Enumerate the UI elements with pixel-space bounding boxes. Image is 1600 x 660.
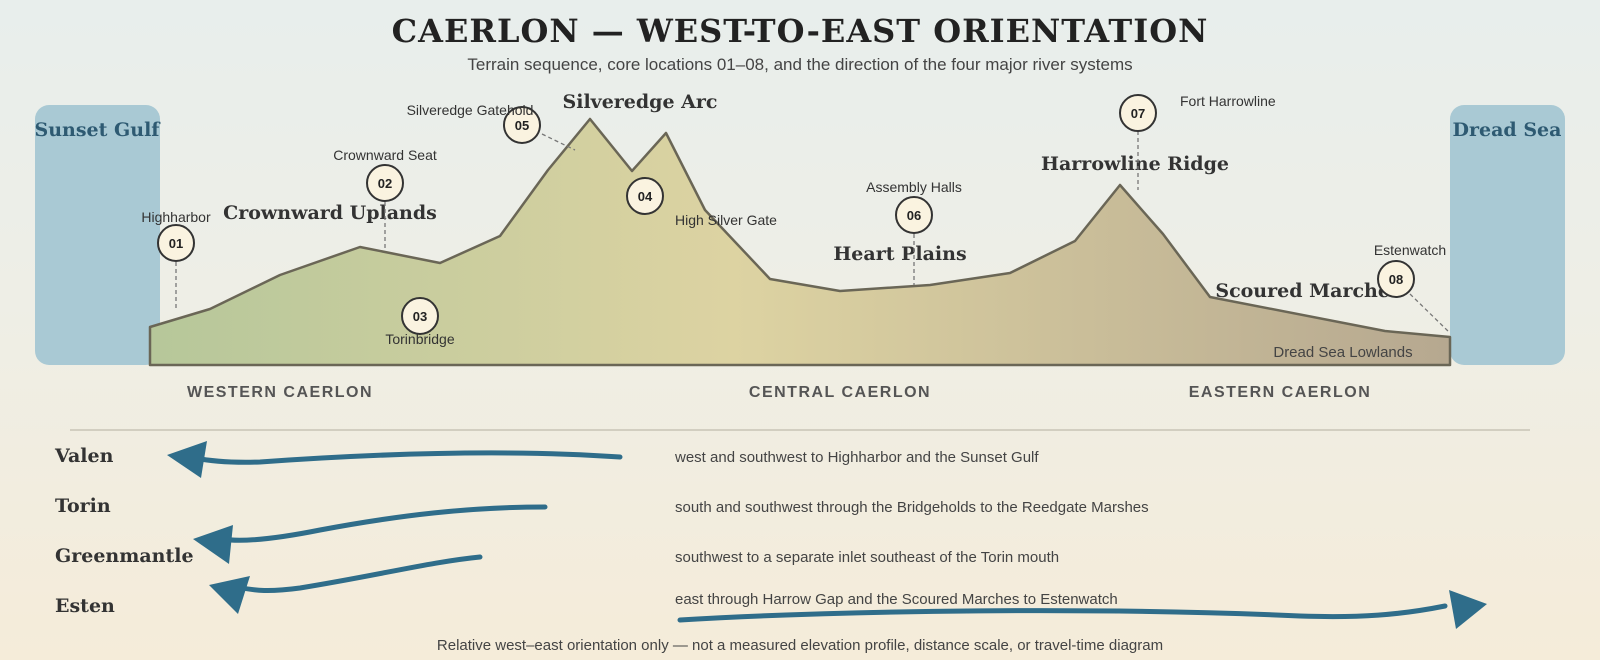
region-label: Heart Plains [833,243,966,265]
location-marker-06: 06 [895,196,933,234]
arrowhead-torin [193,525,233,564]
zone-label: WESTERN CAERLON [187,384,373,401]
river-name: Valen [54,445,114,467]
river-description: southwest to a separate inlet southeast … [675,549,1059,566]
location-number: 05 [515,118,529,133]
location-name: Silveredge Gatehold [407,102,534,118]
page-subtitle: Terrain sequence, core locations 01–08, … [467,55,1132,74]
location-number: 01 [169,236,183,251]
location-marker-05: 05 [503,106,541,144]
location-number: 07 [1131,106,1145,121]
arrowhead-esten [1449,590,1487,629]
river-name: Greenmantle [55,545,194,567]
location-name: Torinbridge [385,331,454,347]
river-arrow-esten [677,603,1448,623]
river-arrow-torin [219,504,548,543]
location-name: Crownward Seat [333,147,437,163]
location-number: 04 [638,189,653,204]
location-number: 03 [413,309,427,324]
location-number: 08 [1389,272,1403,287]
river-arrow-greenmantle [235,554,483,593]
location-name: Estenwatch [1374,242,1446,258]
region-label: Scoured Marches [1215,280,1400,302]
location-marker-02: 02 [366,164,404,202]
arrowhead-greenmantle [209,576,250,614]
region-label: Dread Sea Lowlands [1273,344,1412,361]
leader-lines [175,131,1451,334]
location-name: High Silver Gate [675,212,777,228]
river-description: west and southwest to Highharbor and the… [674,449,1039,466]
location-marker-03: 03 [401,297,439,335]
zone-label: EASTERN CAERLON [1189,384,1372,401]
location-marker-04: 04 [626,177,664,215]
arrowhead-valen [167,441,207,478]
location-name: Assembly Halls [866,179,962,195]
location-marker-08: 08 [1377,260,1415,298]
river-description: south and southwest through the Bridgeho… [675,499,1149,516]
dread-sea [1450,105,1565,365]
location-number: 02 [378,176,392,191]
sea-label-east: Dread Sea [1453,119,1562,141]
location-name: Fort Harrowline [1180,93,1276,109]
location-name: Highharbor [141,209,211,225]
river-name: Esten [55,595,115,617]
location-marker-01: 01 [157,224,195,262]
river-name: Torin [55,495,111,517]
zone-label: CENTRAL CAERLON [749,384,931,401]
river-arrow-valen [192,450,623,465]
sunset-gulf-sea [35,105,160,365]
page-title: CAERLON — WEST-TO-EAST ORIENTATION [392,12,1209,50]
river-description: east through Harrow Gap and the Scoured … [675,591,1118,608]
region-label: Silveredge Arc [563,91,718,113]
region-label: Crownward Uplands [223,202,437,224]
terrain-profile [148,117,1452,367]
location-marker-07: 07 [1119,94,1157,132]
footnote: Relative west–east orientation only — no… [437,637,1163,654]
sea-label-west: Sunset Gulf [35,119,162,141]
location-number: 06 [907,208,921,223]
region-label: Harrowline Ridge [1041,153,1229,175]
